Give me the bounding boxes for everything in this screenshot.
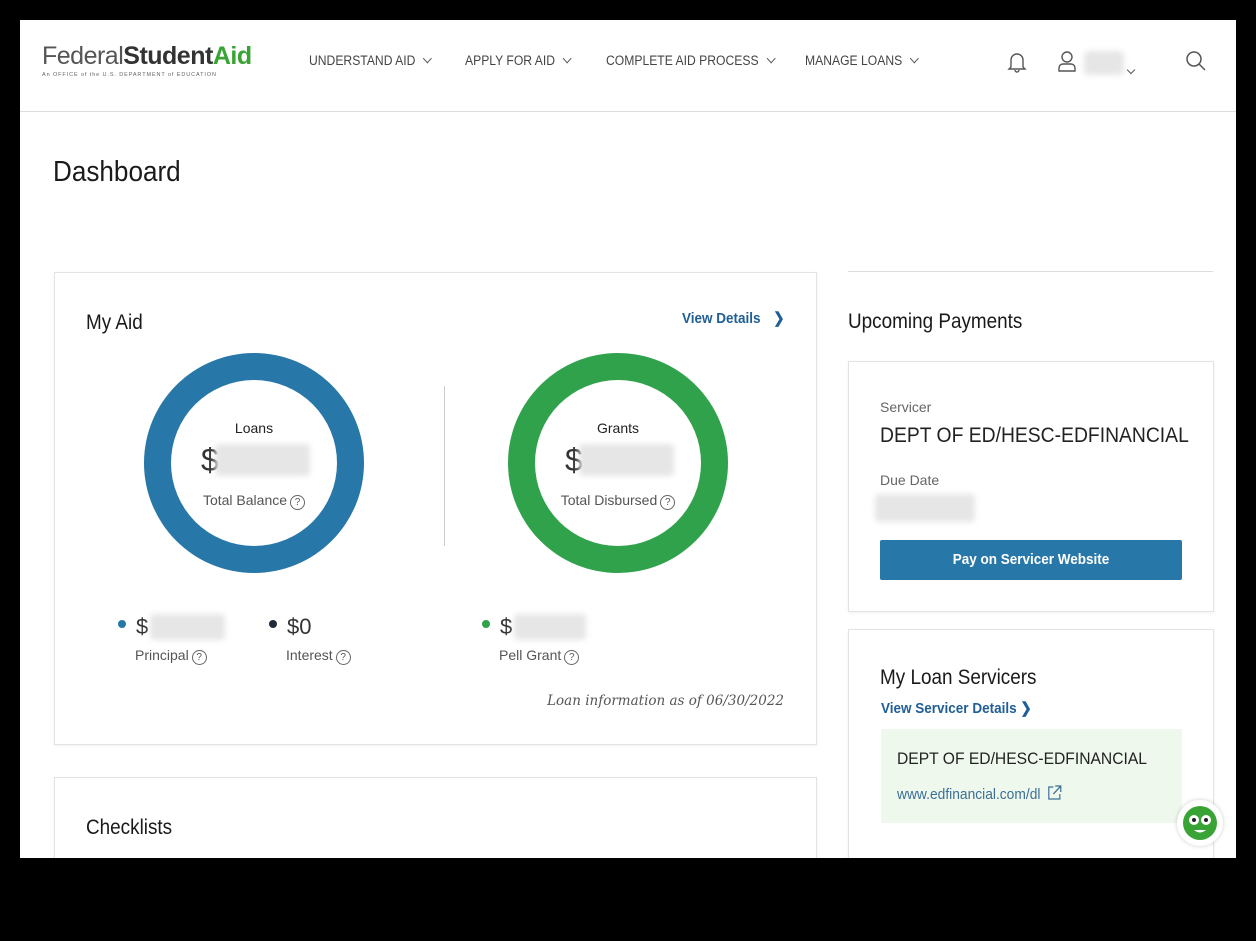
nav-label: COMPLETE AID PROCESS — [606, 53, 759, 68]
chevron-down-icon[interactable] — [1126, 65, 1136, 75]
grants-total-redacted — [579, 444, 674, 476]
nav-complete-aid-process[interactable]: COMPLETE AID PROCESS — [606, 53, 776, 68]
chevron-down-icon — [766, 53, 776, 64]
logo-tagline: An OFFICE of the U.S. DEPARTMENT of EDUC… — [42, 72, 217, 78]
loans-title: Loans — [234, 420, 274, 436]
nav-understand-aid[interactable]: UNDERSTAND AID — [309, 53, 433, 68]
pay-button-label: Pay on Servicer Website — [952, 551, 1110, 568]
chevron-down-icon — [909, 53, 919, 64]
interest-label: Interest — [286, 647, 333, 663]
username-redacted[interactable] — [1084, 51, 1124, 75]
pell-grant-label: Pell Grant — [499, 647, 562, 663]
total-disbursed-label: Total Disbursed — [560, 492, 658, 508]
view-details-label: View Details — [682, 310, 761, 327]
servicer-website-link[interactable]: www.edfinancial.com/dl — [897, 785, 1062, 803]
owl-icon — [1183, 806, 1217, 840]
principal-label: Principal — [135, 647, 189, 663]
loans-donut: Loans $ Total Balance? — [144, 353, 364, 573]
user-icon[interactable] — [1057, 50, 1077, 72]
page-title: Dashboard — [53, 156, 181, 188]
total-balance-label: Total Balance — [202, 492, 288, 508]
help-icon[interactable]: ? — [191, 650, 207, 665]
external-link-icon — [1048, 785, 1062, 800]
chevron-right-icon: ❯ — [773, 310, 785, 327]
checklists-title: Checklists — [86, 816, 173, 839]
interest-dot — [269, 620, 277, 628]
pell-dot — [482, 620, 490, 628]
grants-donut: Grants $ Total Disbursed? — [508, 353, 728, 573]
upcoming-payments-title: Upcoming Payments — [848, 310, 1023, 333]
servicer-url: www.edfinancial.com/dl — [897, 786, 1041, 803]
loans-total-redacted — [215, 444, 310, 476]
pell-currency: $ — [500, 614, 513, 639]
loan-servicers-title: My Loan Servicers — [880, 666, 1037, 689]
checklists-card: Checklists — [54, 777, 817, 858]
chevron-right-icon: ❯ — [1020, 700, 1032, 717]
loans-currency: $ — [201, 442, 219, 478]
pell-redacted — [514, 614, 586, 640]
servicer-label: Servicer — [880, 399, 932, 415]
nav-apply-for-aid[interactable]: APPLY FOR AID — [465, 53, 572, 68]
due-date-redacted — [875, 494, 975, 522]
principal-redacted — [150, 614, 225, 640]
grants-title: Grants — [596, 420, 639, 436]
help-icon[interactable]: ? — [564, 650, 580, 665]
page: FederalStudentAid An OFFICE of the U.S. … — [20, 20, 1236, 858]
loan-servicers-card: My Loan Servicers View Servicer Details … — [848, 629, 1214, 858]
logo-text-aid: Aid — [212, 42, 252, 70]
interest-value: $0 — [287, 614, 312, 639]
search-icon[interactable] — [1185, 50, 1207, 72]
servicer-entry-name: DEPT OF ED/HESC-EDFINANCIAL — [897, 749, 1147, 768]
loan-info-date: Loan information as of 06/30/2022 — [547, 693, 784, 709]
principal-currency: $ — [136, 614, 149, 639]
nav-label: MANAGE LOANS — [805, 53, 903, 68]
nav-manage-loans[interactable]: MANAGE LOANS — [805, 53, 919, 68]
chevron-down-icon — [562, 53, 572, 64]
logo-text-federal: Federal — [42, 42, 124, 70]
divider — [444, 386, 445, 546]
my-aid-card: My Aid View Details ❯ Loans $ Total Bala… — [54, 272, 817, 745]
fsa-logo[interactable]: FederalStudentAid An OFFICE of the U.S. … — [42, 42, 252, 78]
my-aid-title: My Aid — [86, 311, 143, 334]
site-header: FederalStudentAid An OFFICE of the U.S. … — [20, 20, 1236, 112]
help-icon[interactable]: ? — [660, 495, 676, 510]
principal-dot — [118, 620, 126, 628]
servicer-entry: DEPT OF ED/HESC-EDFINANCIAL www.edfinanc… — [881, 729, 1182, 823]
chevron-down-icon — [423, 53, 433, 64]
grants-currency: $ — [565, 442, 583, 478]
nav-label: UNDERSTAND AID — [309, 53, 416, 68]
upcoming-payment-card: Servicer DEPT OF ED/HESC-EDFINANCIAL Due… — [848, 361, 1214, 612]
bell-icon[interactable] — [1007, 51, 1027, 73]
due-date-label: Due Date — [880, 472, 940, 488]
logo-text-student: Student — [123, 42, 213, 70]
help-icon[interactable]: ? — [290, 495, 306, 510]
pay-on-servicer-website-button[interactable]: Pay on Servicer Website — [880, 540, 1182, 580]
view-servicer-details-link[interactable]: View Servicer Details ❯ — [881, 699, 1032, 717]
servicer-name: DEPT OF ED/HESC-EDFINANCIAL — [880, 424, 1189, 447]
view-details-link[interactable]: View Details ❯ — [682, 309, 785, 327]
nav-label: APPLY FOR AID — [465, 53, 556, 68]
divider — [848, 271, 1213, 272]
help-icon[interactable]: ? — [335, 650, 351, 665]
chat-assistant-button[interactable] — [1177, 800, 1223, 846]
view-servicer-label: View Servicer Details — [881, 700, 1017, 717]
